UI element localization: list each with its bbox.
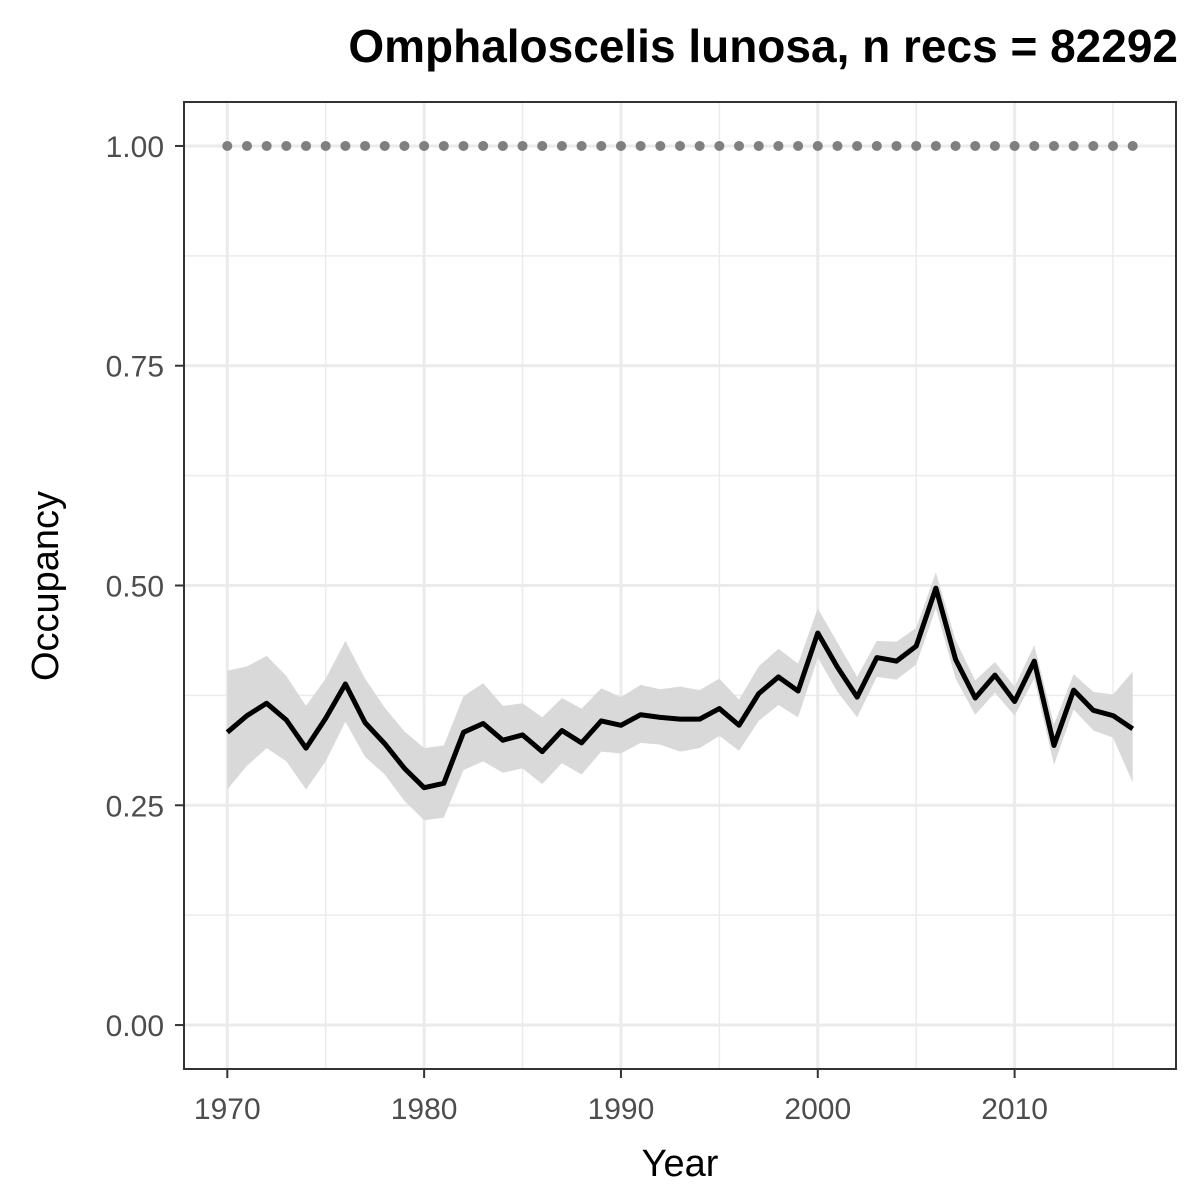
data-point [1088, 140, 1099, 151]
data-point [714, 140, 725, 151]
y-tick-label: 0.25 [106, 790, 164, 823]
y-axis-title: Occupancy [25, 491, 67, 681]
data-point [419, 140, 430, 151]
y-tick-label: 0.00 [106, 1010, 164, 1043]
data-point [1108, 140, 1119, 151]
data-point [694, 140, 705, 151]
data-point [635, 140, 646, 151]
data-point [497, 140, 508, 151]
data-point [773, 140, 784, 151]
data-point [753, 140, 764, 151]
data-point [478, 140, 489, 151]
data-point [675, 140, 685, 151]
data-point [261, 140, 272, 151]
data-point [930, 140, 941, 151]
data-point [891, 140, 902, 151]
data-point [871, 140, 882, 151]
x-axis-title: Year [642, 1143, 719, 1185]
data-point [970, 140, 981, 151]
data-point [832, 140, 843, 151]
data-point [911, 140, 922, 151]
data-point [655, 140, 666, 151]
x-tick-label: 1970 [194, 1093, 261, 1126]
y-tick-label: 0.75 [106, 351, 164, 384]
x-tick-label: 1990 [588, 1093, 655, 1126]
x-tick-label: 2000 [784, 1093, 851, 1126]
x-tick-label: 1980 [391, 1093, 458, 1126]
data-point [1068, 140, 1079, 151]
data-point [812, 140, 823, 151]
data-point [1048, 140, 1059, 151]
data-point [517, 140, 528, 151]
data-point [1029, 140, 1040, 151]
data-point [399, 140, 410, 151]
y-axis: 0.00 0.25 0.50 0.75 1.00 [106, 131, 184, 1043]
y-tick-label: 1.00 [106, 131, 164, 164]
data-point [222, 140, 233, 151]
data-point [793, 140, 804, 151]
data-point [734, 140, 745, 151]
data-point [340, 140, 351, 151]
chart-title: Omphaloscelis lunosa, n recs = 82292 [348, 20, 1178, 72]
y-tick-label: 0.50 [106, 571, 164, 604]
data-point [596, 140, 607, 151]
data-point [438, 140, 449, 151]
data-point [537, 140, 548, 151]
data-point [379, 140, 390, 151]
occupancy-line [225, 585, 1135, 791]
data-point [458, 140, 469, 151]
dot-layer [222, 140, 1138, 151]
data-point [615, 140, 626, 151]
data-point [360, 140, 371, 151]
x-axis: 1970 1980 1990 2000 2010 [194, 1069, 1048, 1126]
data-point [320, 140, 331, 151]
data-point [1009, 140, 1020, 151]
data-point [1127, 140, 1138, 151]
data-point [576, 140, 587, 151]
data-point [281, 140, 292, 151]
data-point [852, 140, 863, 151]
x-tick-label: 2010 [981, 1093, 1048, 1126]
data-point [950, 140, 961, 151]
data-point [556, 140, 567, 151]
data-point [989, 140, 1000, 151]
line-layer [225, 585, 1135, 791]
data-point [301, 140, 312, 151]
data-point [241, 140, 252, 151]
